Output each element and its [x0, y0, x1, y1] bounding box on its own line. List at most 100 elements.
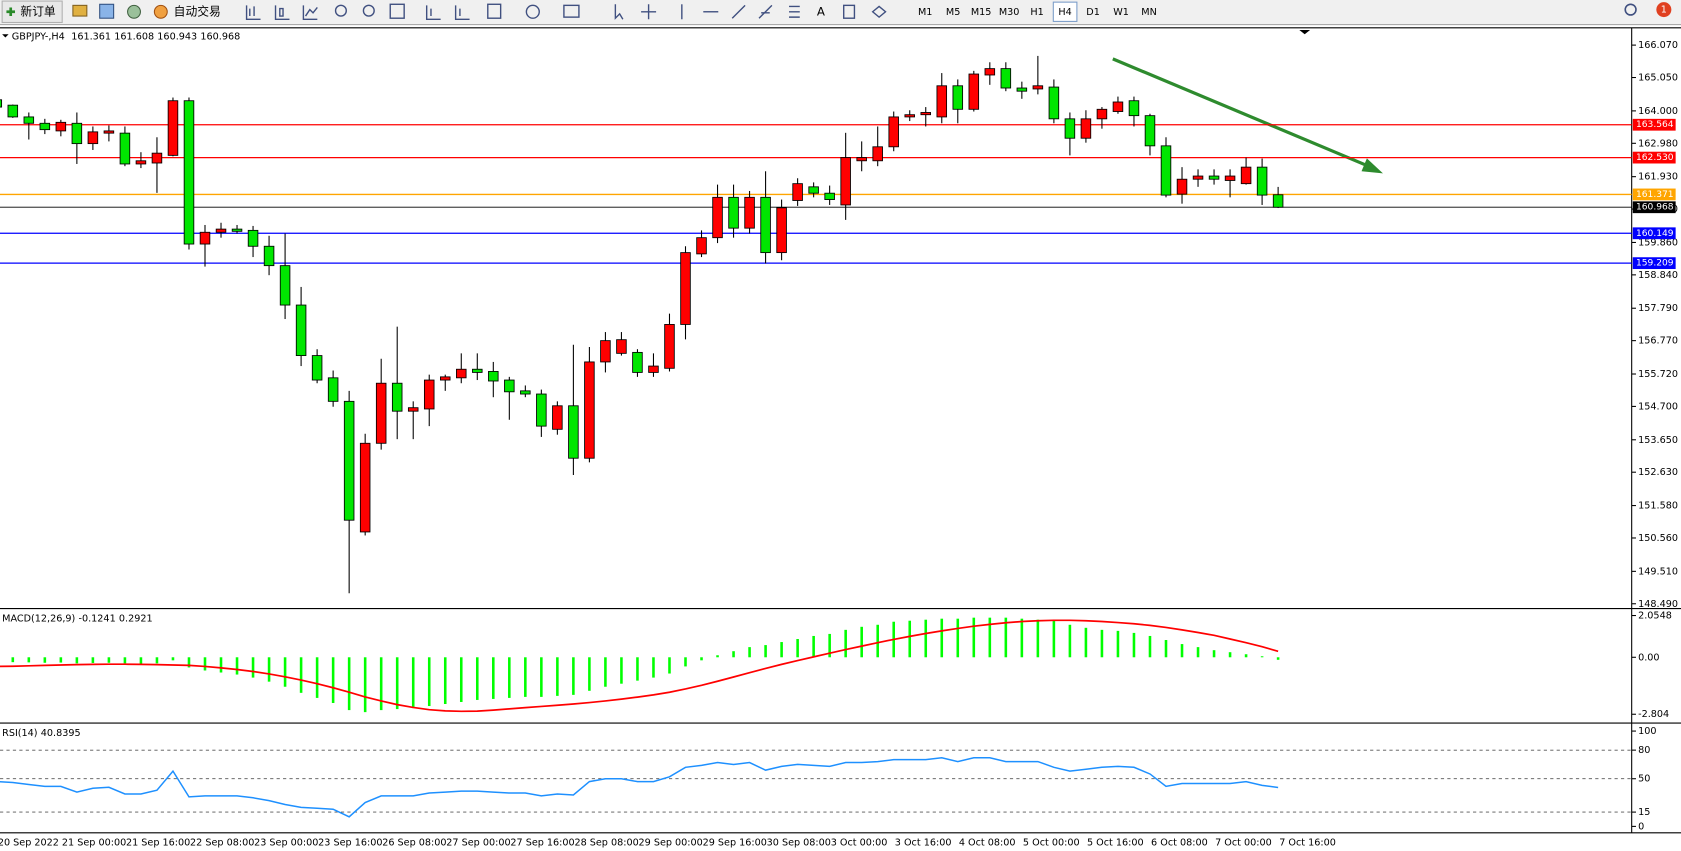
- timeframe-button[interactable]: H4: [1058, 7, 1071, 18]
- macd-bar: [748, 647, 751, 658]
- macd-bar: [1212, 650, 1216, 658]
- icon[interactable]: [274, 5, 290, 20]
- candle-body: [103, 130, 115, 134]
- rsi-line: [0, 757, 1279, 818]
- cursor-icon[interactable]: [614, 4, 624, 20]
- level-label: 159.209: [1636, 259, 1674, 269]
- icon[interactable]: [454, 5, 470, 20]
- macd-bar: [828, 633, 831, 658]
- macd-bar: [940, 618, 944, 658]
- macd-bar: [187, 657, 191, 668]
- candle-body: [151, 152, 163, 164]
- icon[interactable]: [362, 4, 375, 17]
- macd-bar: [572, 657, 575, 695]
- macd-bar: [43, 657, 47, 663]
- y-tick-label: 156.770: [1638, 336, 1678, 347]
- macd-bar: [636, 657, 639, 681]
- timeframe-button[interactable]: W1: [1113, 7, 1129, 18]
- level-label-box: [1632, 118, 1676, 131]
- candle-body: [295, 304, 307, 357]
- arrow-icon[interactable]: [871, 5, 887, 19]
- new-order-button[interactable]: [1, 0, 63, 24]
- crosshair-icon[interactable]: [641, 4, 657, 20]
- icon[interactable]: [334, 4, 347, 17]
- candle-body: [488, 371, 499, 382]
- x-tick-label: 7 Oct 16:00: [1279, 837, 1336, 848]
- x-tick-label: 27 Sep 16:00: [510, 837, 574, 848]
- notification-badge[interactable]: [1656, 2, 1672, 18]
- level-label-box: [1632, 201, 1676, 214]
- timeframe-button[interactable]: M30: [999, 7, 1020, 18]
- candle-body: [744, 196, 755, 229]
- icon[interactable]: [525, 4, 540, 19]
- timeframe-button[interactable]: H1: [1030, 7, 1043, 18]
- candle-body: [1032, 85, 1044, 90]
- macd-bar: [988, 617, 992, 658]
- candle-body: [23, 116, 35, 124]
- candle-body: [1016, 87, 1028, 92]
- candle-body: [87, 131, 99, 145]
- timeframes: M1 M5 M15 M30 H1 H4 D1 W1 MN: [918, 1, 1157, 22]
- candle-body: [856, 157, 867, 162]
- level-label-box: [1632, 227, 1676, 240]
- timeframe-button[interactable]: M15: [971, 7, 992, 18]
- y-tick-label: 0.00: [1638, 652, 1659, 663]
- icon[interactable]: [99, 3, 115, 19]
- y-tick-label: 159.860: [1638, 237, 1678, 248]
- new-order-label[interactable]: 新订单: [20, 4, 56, 18]
- icon[interactable]: [72, 4, 88, 17]
- y-tick-label: 100: [1638, 726, 1656, 737]
- icon[interactable]: [302, 5, 318, 20]
- macd-bar: [1164, 640, 1168, 658]
- tool-icons: [245, 3, 887, 20]
- icon[interactable]: [127, 4, 141, 19]
- macd-bar: [1228, 652, 1232, 658]
- macd-bar: [411, 657, 415, 709]
- icon[interactable]: [487, 3, 502, 19]
- candle-body: [984, 68, 996, 76]
- candle-body: [664, 324, 675, 369]
- macd-bar: [59, 657, 63, 663]
- macd-bar: [604, 657, 607, 687]
- level-label-box: [1632, 151, 1676, 164]
- indicator-value: 0.2921: [119, 614, 153, 625]
- signal-line: [0, 619, 1279, 713]
- candle-body: [1256, 166, 1268, 196]
- ohlc-value: 160.943: [157, 31, 197, 42]
- auto-trading-icon[interactable]: [153, 4, 168, 19]
- icon[interactable]: [245, 5, 261, 20]
- channel-icon[interactable]: [758, 4, 773, 19]
- y-tick-label: 50: [1638, 774, 1650, 785]
- timeframe-button[interactable]: M1: [918, 7, 932, 18]
- timeframe-button[interactable]: MN: [1141, 7, 1157, 18]
- candle-body: [1048, 86, 1060, 120]
- y-tick-label: -2.804: [1638, 709, 1669, 720]
- candle-body: [1192, 175, 1204, 180]
- candle-body: [167, 100, 179, 156]
- icon[interactable]: [563, 4, 580, 18]
- fibo-icon[interactable]: [789, 5, 800, 18]
- y-tick-label: 148.490: [1638, 599, 1678, 610]
- candle-body: [1064, 118, 1076, 139]
- macd-bar: [492, 657, 495, 699]
- candle-body: [808, 186, 819, 194]
- trendline-icon[interactable]: [731, 4, 746, 19]
- search-icon[interactable]: [1624, 3, 1637, 16]
- candle-body: [696, 237, 707, 255]
- timeframe-button[interactable]: M5: [946, 7, 960, 18]
- text-tool[interactable]: A: [817, 4, 825, 18]
- candle-body: [375, 382, 387, 444]
- indicator-name: RSI(14): [2, 728, 37, 739]
- icon[interactable]: [425, 5, 441, 20]
- x-tick-label: 21 Sep 16:00: [126, 837, 190, 848]
- icon[interactable]: [389, 3, 405, 19]
- auto-trading-label[interactable]: 自动交易: [174, 4, 221, 18]
- timeframe-button[interactable]: D1: [1086, 7, 1100, 18]
- candle-body: [423, 379, 435, 410]
- label-icon[interactable]: [843, 4, 856, 19]
- candle-body: [311, 355, 323, 381]
- macd-bar: [251, 657, 255, 678]
- x-tick-label: 5 Oct 16:00: [1087, 837, 1144, 848]
- macd-bar: [267, 657, 271, 682]
